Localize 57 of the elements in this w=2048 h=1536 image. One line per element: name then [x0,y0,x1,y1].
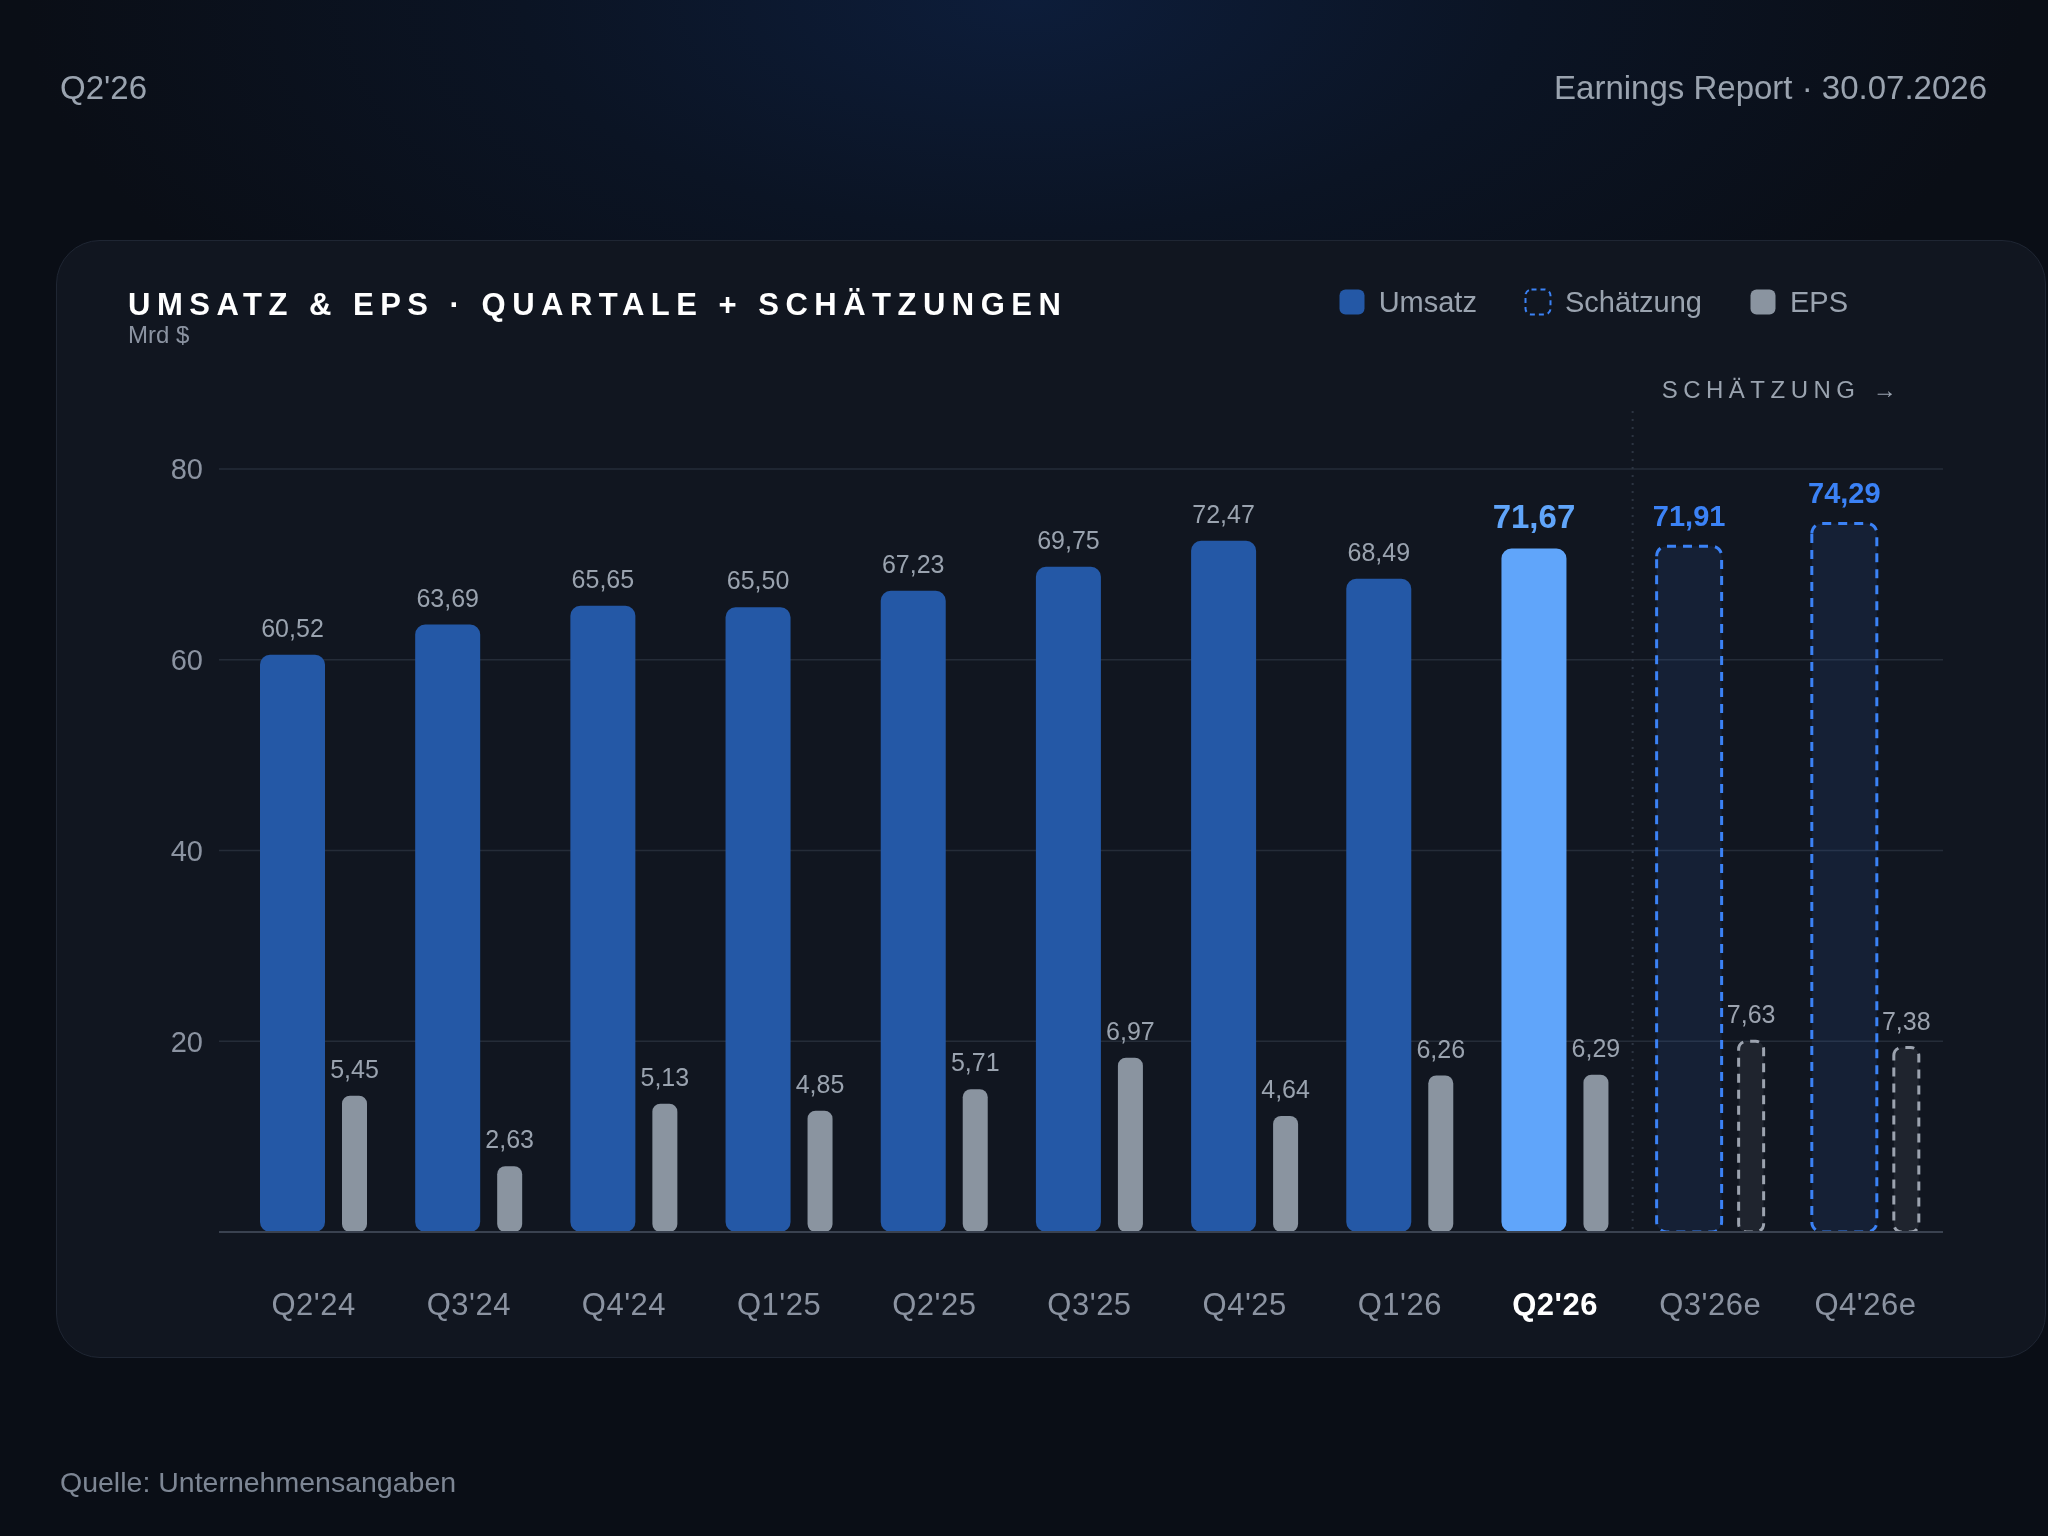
data-label: 4,85 [795,1069,845,1098]
chart-subtitle: Mrd $ [128,321,190,350]
data-label: 5,71 [950,1048,1000,1077]
legend-label: Schätzung [1564,286,1702,318]
data-label: 6,97 [1106,1016,1155,1045]
data-label: 71,91 [1652,500,1726,533]
bar [652,1103,678,1232]
data-label: 60,52 [261,613,324,642]
text: Q2'26 [60,68,148,108]
bar [1117,1057,1143,1232]
x-tick-label: Q2'24 [271,1287,356,1322]
bar [1428,1075,1454,1232]
bar [497,1166,523,1232]
data-label: 72,47 [1192,499,1255,528]
x-tick-label: Q4'25 [1202,1287,1287,1322]
chart-title: UMSATZ & EPS · QUARTALE + SCHÄTZUNGEN [128,286,1068,324]
y-tick-label: 80 [170,453,203,486]
data-label: 4,64 [1261,1075,1311,1103]
y-tick-label: 40 [170,834,203,867]
x-tick-label: Q3'25 [1047,1287,1132,1322]
data-label: 7,63 [1726,1000,1776,1029]
x-tick-label: Q3'26e [1659,1287,1762,1322]
data-label: 69,75 [1037,525,1100,554]
x-tick-label: Q4'26e [1814,1287,1917,1322]
x-tick-label: Q2'25 [892,1287,977,1322]
data-label: 74,29 [1808,477,1881,510]
data-label: 71,67 [1492,498,1576,536]
data-label: 5,45 [330,1054,379,1083]
source-note: Quelle: Unternehmensangaben [60,1465,457,1500]
text: Earnings Report · 30.07.2026 [1554,68,1987,108]
y-tick-label: 60 [170,644,203,677]
bar [1273,1116,1299,1232]
data-label: 7,38 [1881,1006,1931,1035]
data-label: 6,29 [1571,1033,1621,1062]
legend-label: Umsatz [1378,286,1477,318]
data-label: 6,26 [1416,1034,1466,1063]
legend-label: EPS [1789,286,1848,318]
bar [1892,1046,1921,1232]
x-tick-label: Q1'26 [1357,1287,1442,1322]
data-label: 63,69 [416,583,479,612]
bar [807,1110,833,1232]
x-tick-label: Q2'26 [1512,1287,1598,1322]
bar [342,1095,367,1232]
data-label: 65,50 [726,566,790,595]
x-tick-label: Q1'25 [737,1287,822,1322]
data-label: 68,49 [1347,537,1411,566]
bar [962,1089,988,1232]
y-tick-label: 20 [170,1025,203,1058]
bar [1737,1039,1766,1232]
x-tick-label: Q4'24 [581,1287,667,1322]
data-label: 2,63 [485,1125,535,1154]
data-label: 67,23 [881,549,945,578]
data-label: 65,65 [571,564,635,593]
x-tick-label: Q3'24 [426,1287,511,1322]
ref-line-label: SCHÄTZUNG → [1661,376,1903,403]
data-label: 5,13 [640,1062,690,1091]
bar [1583,1074,1609,1232]
